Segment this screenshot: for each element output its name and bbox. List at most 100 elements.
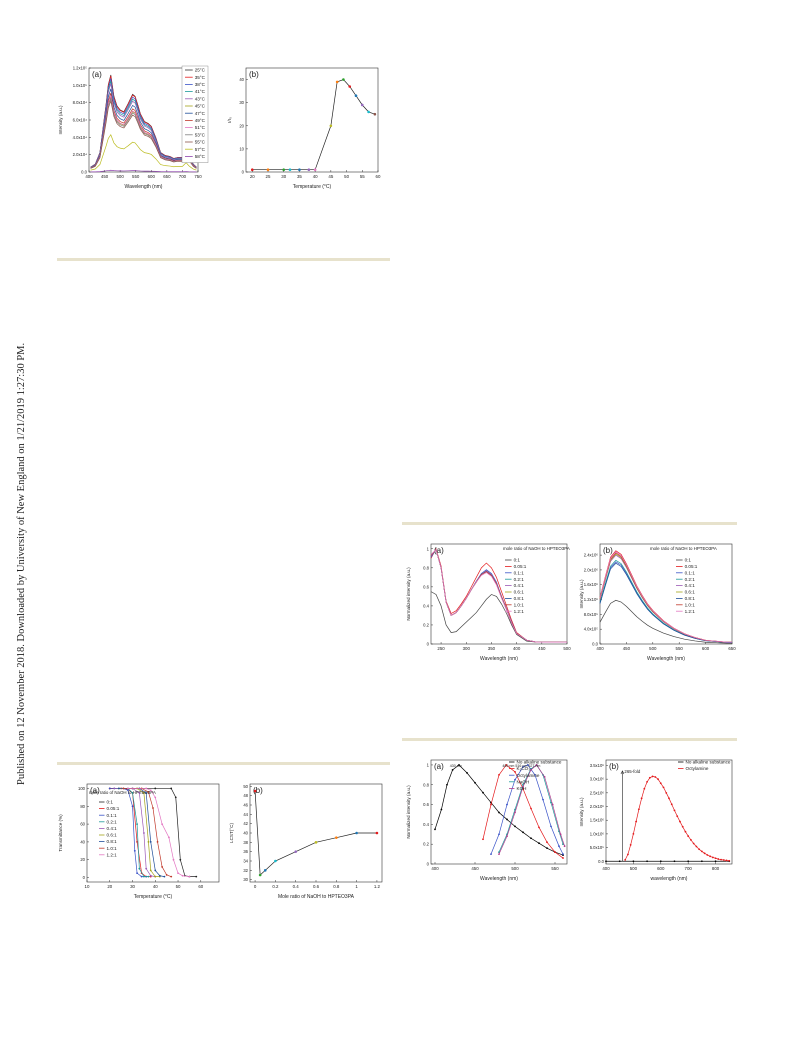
data-point bbox=[534, 773, 536, 776]
legend-label: 0.2:1 bbox=[107, 819, 118, 824]
y-tick-label: 1.2x10⁶ bbox=[584, 597, 599, 602]
chart-fig2b: 400 450 500 550 600 650 0.0 4.0x10⁵ 8.0x10⁵ 1.2x1… bbox=[579, 543, 736, 662]
section-divider bbox=[402, 738, 737, 741]
chart-fig4a: 400 450 500 550 0 0.2 0.4 0.6 0.8 1 Wavelength (nm… bbox=[406, 760, 568, 882]
data-point bbox=[717, 858, 720, 860]
x-tick-label: 500 bbox=[116, 174, 124, 179]
series-line bbox=[498, 764, 565, 855]
y-axis-label: Normalized intensity (a.u.) bbox=[406, 567, 411, 621]
y-axis-label: Intensity (a.u.) bbox=[579, 797, 584, 827]
x-tick-label: 0.2 bbox=[272, 884, 279, 889]
data-point bbox=[687, 860, 690, 863]
legend-label: 51°C bbox=[195, 125, 206, 130]
legend-title: mole ratio of NaOH to HPTEO3PA bbox=[503, 546, 570, 551]
data-point bbox=[355, 831, 358, 835]
data-point bbox=[142, 832, 145, 834]
chart-fig3a: 10 20 30 40 50 60 0 20 40 60 80 100 Temperature (°C)… bbox=[58, 783, 220, 900]
x-tick-label: 0.8 bbox=[333, 884, 340, 889]
y-tick-label: 60 bbox=[80, 822, 85, 827]
x-tick-label: 450 bbox=[538, 646, 546, 651]
chart-fig4b: 400 500 600 700 800 0.0 5.0x10⁵ 1.0x10⁶ 1.5x10⁶ 2… bbox=[579, 760, 733, 882]
data-point bbox=[562, 853, 564, 855]
plot-frame bbox=[86, 783, 220, 883]
data-point bbox=[335, 80, 339, 84]
series-line bbox=[434, 764, 564, 856]
legend-label: 0.05:1 bbox=[514, 564, 527, 569]
data-point bbox=[466, 771, 468, 774]
legend-label: 0.8:1 bbox=[685, 596, 696, 601]
data-point bbox=[136, 823, 138, 825]
plot-frame bbox=[599, 543, 733, 645]
data-point bbox=[543, 775, 546, 778]
data-point bbox=[145, 787, 148, 790]
series-line bbox=[127, 788, 190, 877]
data-point bbox=[703, 852, 706, 855]
data-point bbox=[367, 110, 370, 114]
x-tick-label: 600 bbox=[657, 866, 665, 871]
x-tick-label: 30 bbox=[281, 174, 286, 179]
y-tick-label: 2.0x10⁶ bbox=[590, 804, 605, 809]
series-line bbox=[430, 591, 567, 643]
data-point bbox=[506, 803, 508, 806]
data-point bbox=[684, 830, 687, 833]
legend-label: 1.2:1 bbox=[107, 852, 118, 857]
section-divider bbox=[402, 522, 737, 525]
series-line bbox=[90, 169, 197, 173]
x-tick-label: 700 bbox=[179, 174, 187, 179]
figure-3a-transmittance: 10 20 30 40 50 60 0 20 40 60 80 100 Temperature (°C)… bbox=[57, 776, 225, 904]
y-tick-label: 30 bbox=[243, 877, 248, 882]
data-point bbox=[434, 828, 436, 831]
data-point bbox=[709, 855, 711, 858]
data-point bbox=[149, 789, 152, 792]
data-point bbox=[266, 168, 270, 171]
y-tick-label: 0 bbox=[83, 875, 86, 880]
data-point bbox=[131, 792, 134, 794]
x-tick-label: 1 bbox=[355, 884, 358, 889]
data-point bbox=[695, 845, 698, 848]
data-point bbox=[714, 860, 717, 863]
legend-label: 0.1:1 bbox=[685, 570, 696, 575]
chart-fig3b: 0 0.2 0.4 0.6 0.8 1 1.2 30 32 34 36 38 40 42 44 46 48 50 M… bbox=[229, 783, 383, 900]
legend-label: 47°C bbox=[195, 111, 206, 116]
y-tick-label: 38 bbox=[243, 840, 248, 845]
data-point bbox=[152, 807, 154, 809]
data-point bbox=[360, 103, 364, 107]
data-point bbox=[288, 168, 292, 171]
data-point bbox=[258, 873, 262, 877]
series-line bbox=[599, 599, 732, 644]
data-point bbox=[474, 781, 476, 784]
data-point bbox=[156, 841, 159, 843]
data-point bbox=[149, 874, 152, 877]
data-point bbox=[127, 789, 129, 792]
series-line bbox=[90, 133, 197, 171]
data-point bbox=[498, 853, 500, 855]
data-point bbox=[250, 168, 254, 171]
data-point bbox=[506, 835, 508, 838]
data-point bbox=[149, 841, 152, 843]
x-tick-label: 600 bbox=[148, 174, 156, 179]
legend-label: 0.4:1 bbox=[107, 826, 118, 831]
data-point bbox=[728, 859, 731, 862]
legend-label: 0.6:1 bbox=[685, 590, 696, 595]
legend-label: 35°C bbox=[195, 75, 206, 80]
y-tick-label: 8.0x10⁵ bbox=[584, 612, 599, 617]
y-tick-label: 1 bbox=[427, 546, 430, 551]
x-axis-label: Mole ratio of NaOH to HPTEO3PA bbox=[278, 894, 355, 900]
data-point bbox=[375, 831, 379, 835]
data-point bbox=[154, 787, 157, 790]
y-tick-label: 3.0x10⁶ bbox=[590, 777, 605, 782]
x-tick-label: 500 bbox=[511, 866, 519, 871]
chart-fig1a: 400 450 500 550 600 650 700 750 0.0 2.0x10⁴ 4.0x10… bbox=[58, 66, 209, 190]
series-line bbox=[123, 788, 172, 877]
legend-label: 25°C bbox=[195, 68, 206, 73]
data-point bbox=[711, 856, 714, 859]
y-tick-label: 32 bbox=[243, 868, 248, 873]
x-tick-label: 400 bbox=[513, 646, 521, 651]
x-tick-label: 25 bbox=[266, 174, 271, 179]
data-point bbox=[563, 845, 566, 848]
y-tick-label: 0.2 bbox=[423, 842, 429, 847]
y-tick-label: 0.0 bbox=[81, 170, 87, 175]
series-line bbox=[498, 764, 564, 853]
legend-label: 53°C bbox=[195, 132, 206, 137]
data-point bbox=[108, 787, 111, 790]
